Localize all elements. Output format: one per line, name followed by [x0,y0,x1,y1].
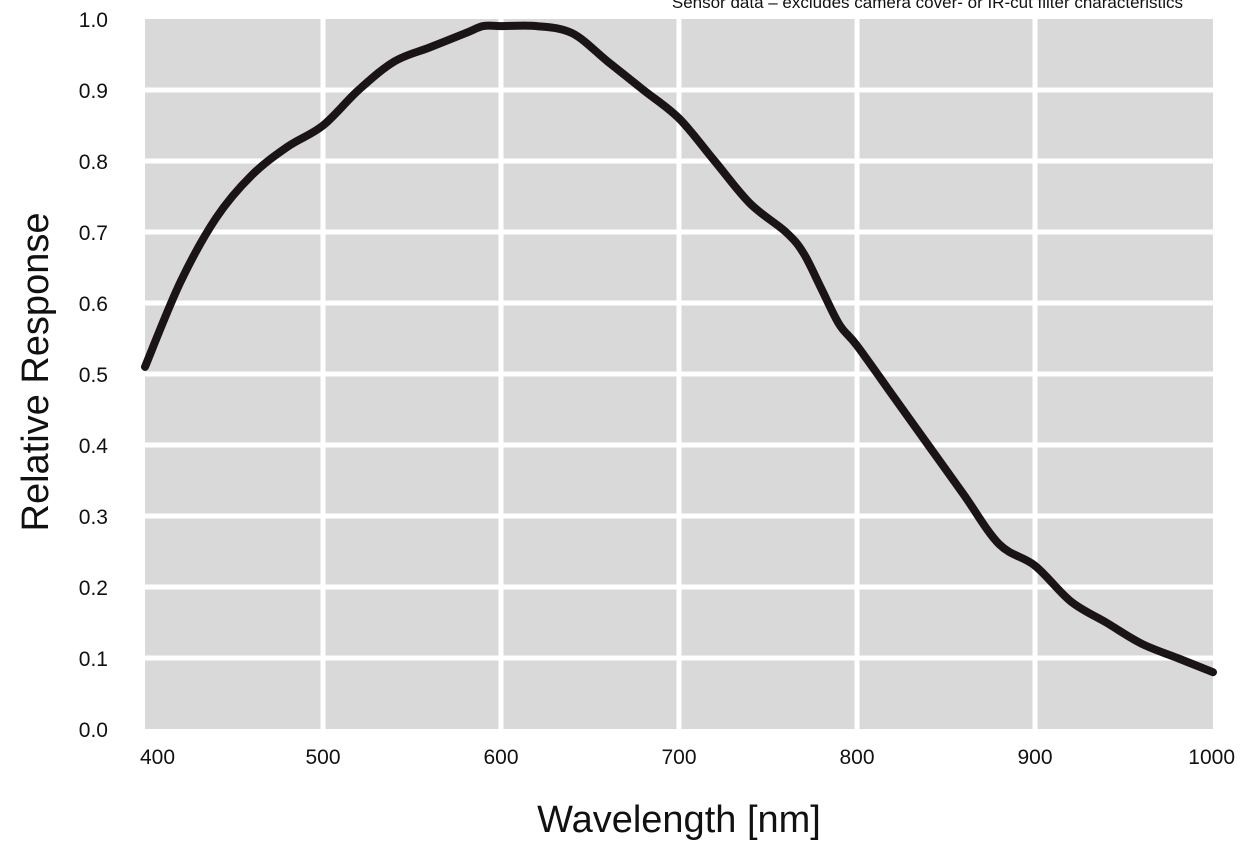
y-tick-label: 0.7 [79,222,108,245]
x-tick-label: 600 [483,746,518,769]
y-axis-tick-labels: 0.0 0.1 0.2 0.3 0.4 0.5 0.6 0.7 0.8 0.9 1.0 [79,9,109,742]
y-tick-label: 0.2 [79,577,108,600]
y-axis-title: Relative Response [15,213,57,532]
data-series [141,21,1217,677]
x-tick-label: 900 [1017,746,1052,769]
y-tick-label: 0.6 [79,293,108,316]
y-tick-label: 0.4 [79,435,109,458]
relative-response-line [141,21,1217,677]
y-tick-label: 1.0 [79,9,108,32]
x-tick-label: 800 [839,746,874,769]
x-tick-label: 700 [661,746,696,769]
grid-lines [145,19,1213,729]
y-tick-label: 0.3 [79,506,108,529]
y-tick-label: 0.0 [79,719,108,742]
x-axis-title: Wavelength [nm] [537,799,821,841]
chart-note: Sensor data – excludes camera cover- or … [672,0,1183,12]
x-axis-tick-labels: 400 500 600 700 800 900 1000 [140,746,1235,769]
y-tick-label: 0.9 [79,80,108,103]
y-tick-label: 0.8 [79,151,108,174]
y-tick-label: 0.5 [79,364,108,387]
x-tick-label: 1000 [1188,746,1235,769]
x-tick-label: 500 [305,746,340,769]
x-tick-label: 400 [140,746,175,769]
y-tick-label: 0.1 [79,648,108,671]
